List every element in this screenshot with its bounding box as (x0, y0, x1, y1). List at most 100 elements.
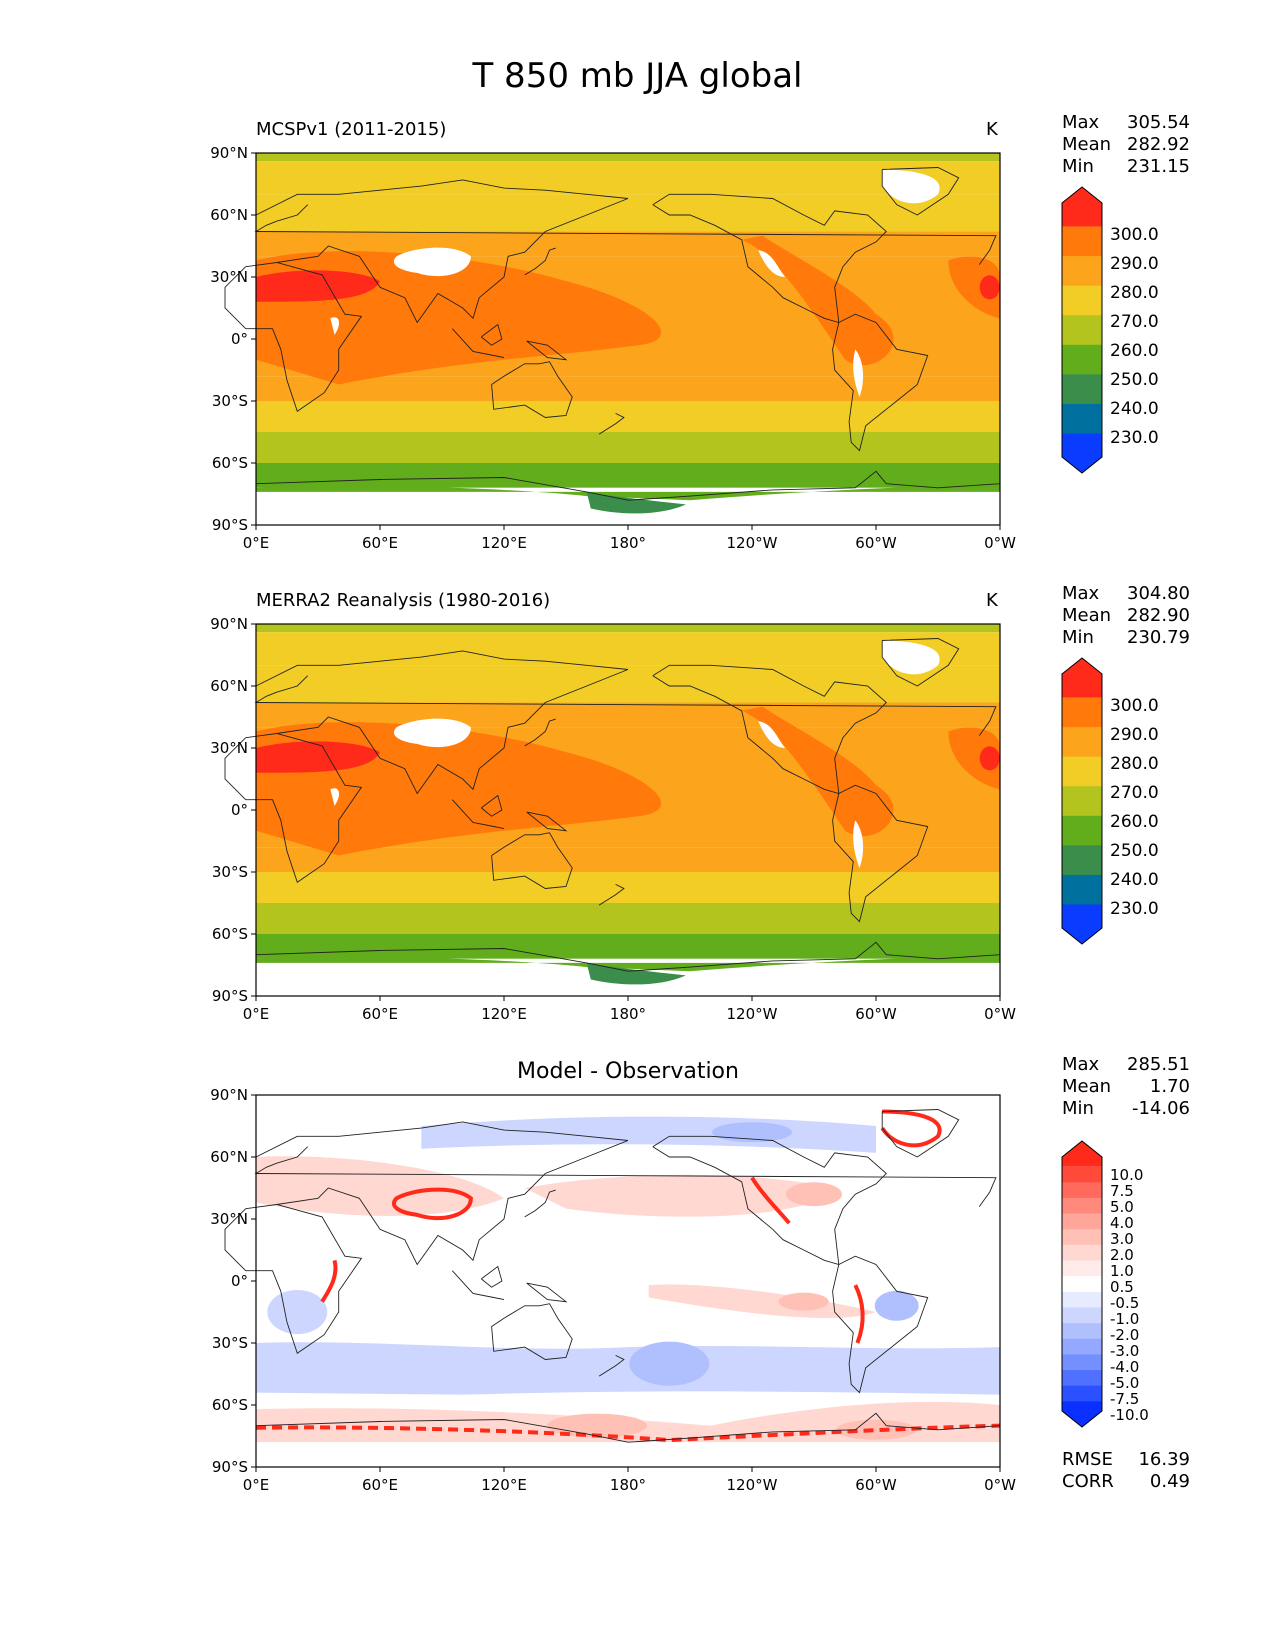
lat-tick-label: 30°N (210, 739, 248, 757)
colorbar-segment (1062, 256, 1102, 287)
colorbar-segment (1062, 756, 1102, 787)
colorbar-label: 1.0 (1110, 1262, 1134, 1280)
coastline (451, 1270, 505, 1301)
temperature-map: 90°N 60°N 30°N 0° 30°S 60°S 90°S0°E 60°E 120°E 18… (210, 615, 1016, 1023)
lat-tick-label: 60°N (210, 1148, 248, 1166)
lon-tick-label: 120°W (727, 534, 778, 552)
coastline (255, 470, 1001, 501)
coastline (832, 1255, 929, 1394)
coastline (451, 799, 505, 830)
coastline (524, 1189, 556, 1218)
coastline (481, 323, 503, 346)
colorbar-segment (1062, 1244, 1102, 1262)
coastline (491, 1303, 573, 1360)
lon-tick-label: 120°E (481, 1476, 527, 1494)
lat-tick-label: 60°S (212, 925, 248, 943)
panel-model: MCSPv1 (2011-2015) K 90°N 60°N 30°N 0° 30°S 6… (0, 112, 1275, 575)
lat-tick-label: 90°N (210, 144, 248, 162)
panel-title: MERRA2 Reanalysis (1980-2016) (256, 590, 551, 611)
colorbar-outline (1061, 186, 1103, 474)
lon-tick-label: 0°E (243, 1005, 270, 1023)
coastline (254, 204, 997, 265)
lon-tick-label: 60°W (855, 534, 897, 552)
panel-units: K (986, 119, 998, 140)
lon-tick-label: 0°E (243, 1476, 270, 1494)
colorbar-label: -5.0 (1110, 1374, 1140, 1392)
colorbar-segment (1062, 1307, 1102, 1324)
coastline (524, 247, 556, 276)
lat-tick-label: 60°S (212, 454, 248, 472)
colorbar-segment (1062, 1260, 1102, 1277)
lat-tick-label: 90°N (210, 615, 248, 633)
error-stats-block: RMSE 16.39 CORR 0.49 (1062, 1449, 1190, 1493)
coastline (481, 794, 503, 817)
coastline (255, 650, 629, 687)
colorbar-segment (1062, 874, 1102, 905)
coastline (491, 832, 573, 889)
colorbar-segment (1062, 403, 1102, 434)
colorbar-segment (1062, 1385, 1102, 1402)
colorbar (1061, 186, 1103, 474)
colorbar-outline (1061, 657, 1103, 945)
colorbar-label: 230.0 (1110, 899, 1159, 919)
lon-tick-label: 180° (610, 1005, 646, 1023)
stat-min: Min -14.06 (1062, 1098, 1190, 1119)
colorbar-label: 280.0 (1110, 283, 1159, 303)
colorbar-label: -3.0 (1110, 1342, 1140, 1360)
stat-mean: Mean 282.90 (1062, 605, 1190, 626)
lon-tick-label: 0°E (243, 534, 270, 552)
panel-title: MCSPv1 (2011-2015) (256, 119, 447, 140)
coastline (224, 1204, 363, 1355)
stats-block: Max 304.80 Mean 282.90 Min 230.79 (1062, 583, 1190, 649)
colorbar-label: 280.0 (1110, 754, 1159, 774)
colorbar-label: 10.0 (1110, 1166, 1144, 1184)
panel-observation: MERRA2 Reanalysis (1980-2016) K 90°N 60°N… (0, 583, 1275, 1046)
stat-min: Min 230.79 (1062, 627, 1190, 648)
lon-tick-label: 120°E (481, 1005, 527, 1023)
stat-min: Min 231.15 (1062, 156, 1190, 177)
lon-tick-label: 0°W (984, 1005, 1016, 1023)
lon-tick-label: 60°E (362, 534, 398, 552)
coastline (255, 1412, 1001, 1443)
coastline (254, 1146, 997, 1207)
colorbar-label: -4.0 (1110, 1358, 1140, 1376)
lon-tick-label: 180° (610, 1476, 646, 1494)
colorbar-label: 230.0 (1110, 428, 1159, 448)
panel-units: K (986, 590, 998, 611)
colorbar-segment (1062, 1276, 1102, 1293)
colorbar-cap-bottom (1062, 1401, 1102, 1427)
difference-map: 90°N 60°N 30°N 0° 30°S 60°S 90°S0°E 60°E 120°E 18… (210, 1086, 1016, 1494)
stat-max: Max 304.80 (1062, 583, 1190, 604)
colorbar (1061, 1140, 1103, 1428)
lon-tick-label: 60°E (362, 1005, 398, 1023)
lat-tick-label: 90°S (212, 1458, 248, 1476)
panel-difference: Model - Observation 90°N 60°N 30°N 0° 30°S 60… (0, 1054, 1275, 1517)
colorbar-segment (1062, 1229, 1102, 1246)
coastline (255, 941, 1001, 972)
colorbar-label: 5.0 (1110, 1198, 1134, 1216)
colorbar-label: -10.0 (1110, 1406, 1149, 1424)
coastline (598, 883, 625, 906)
colorbar-outline (1061, 1140, 1103, 1428)
stats-block: Max 285.51 Mean 1.70 Min -14.06 (1062, 1054, 1190, 1120)
colorbar-label: 4.0 (1110, 1214, 1134, 1232)
colorbar-label: 7.5 (1110, 1182, 1134, 1200)
colorbar-segment (1062, 1354, 1102, 1371)
colorbar-segment (1062, 285, 1102, 316)
colorbar-segment (1062, 344, 1102, 375)
colorbar-segment (1062, 697, 1102, 728)
stat-max: Max 285.51 (1062, 1054, 1190, 1075)
coastline (832, 784, 929, 923)
coastline (451, 328, 505, 359)
colorbar-label: 300.0 (1110, 696, 1159, 716)
colorbar-cap-top (1062, 658, 1102, 698)
colorbar-segment (1062, 1291, 1102, 1308)
lat-tick-label: 60°N (210, 206, 248, 224)
colorbar-segment (1062, 815, 1102, 846)
colorbar-segment (1062, 1338, 1102, 1355)
coastline (652, 1135, 887, 1266)
colorbar (1061, 657, 1103, 945)
colorbar-label: 260.0 (1110, 812, 1159, 832)
lat-tick-label: 0° (231, 1272, 248, 1290)
colorbar-segment (1062, 786, 1102, 817)
